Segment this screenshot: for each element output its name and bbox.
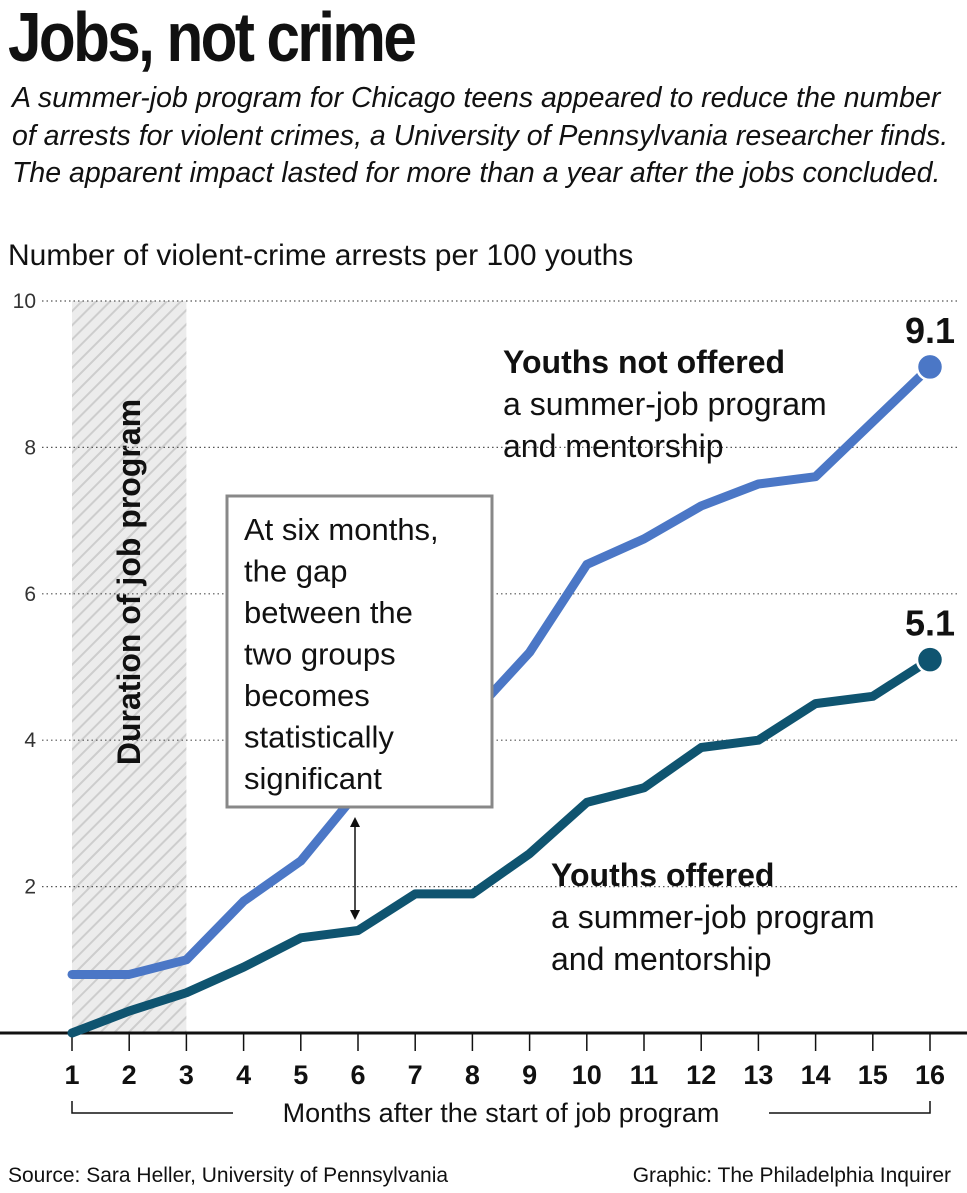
y-tick-label: 6 xyxy=(24,583,36,606)
x-tick-label: 13 xyxy=(743,1060,773,1090)
series-end-point xyxy=(915,645,945,674)
x-tick-label: 14 xyxy=(801,1060,831,1090)
series-label-bold: Youths offered xyxy=(551,857,774,893)
annotation-text-line: significant xyxy=(244,761,382,796)
series-end-label: 5.1 xyxy=(905,603,955,644)
series-label-line: and mentorship xyxy=(551,941,772,977)
chart-title: Jobs, not crime xyxy=(8,0,417,76)
series-end-point xyxy=(915,352,945,382)
x-tick-label: 9 xyxy=(522,1060,537,1090)
y-axis-label: Number of violent-crime arrests per 100 … xyxy=(8,239,634,272)
x-tick-label: 2 xyxy=(122,1060,137,1090)
annotation-text-line: the gap xyxy=(244,554,347,589)
x-tick-label: 6 xyxy=(350,1060,365,1090)
series-label-line: and mentorship xyxy=(503,428,724,464)
x-axis-bracket-left xyxy=(71,1101,233,1114)
x-tick-label: 4 xyxy=(236,1060,251,1090)
annotation-text-line: becomes xyxy=(244,678,370,713)
x-tick-label: 3 xyxy=(179,1060,194,1090)
y-tick-label: 10 xyxy=(13,290,36,313)
x-axis-label: Months after the start of job program xyxy=(283,1098,720,1128)
series-label-line: a summer-job program xyxy=(503,386,827,422)
graphic-credit: Graphic: The Philadelphia Inquirer xyxy=(632,1164,951,1187)
x-tick-label: 10 xyxy=(572,1060,602,1090)
x-tick-label: 15 xyxy=(858,1060,888,1090)
x-tick-label: 7 xyxy=(408,1060,423,1090)
annotation-text-line: between the xyxy=(244,595,413,630)
annotation-text-line: statistically xyxy=(244,720,394,755)
program-duration-band xyxy=(72,301,187,1033)
x-axis-bracket-right xyxy=(769,1101,931,1114)
source-note: Source: Sara Heller, University of Penns… xyxy=(8,1164,449,1187)
program-duration-label: Duration of job program xyxy=(111,399,147,765)
series-line-offered xyxy=(67,655,935,1038)
x-tick-label: 5 xyxy=(293,1060,308,1090)
series-label-line: a summer-job program xyxy=(551,899,875,935)
x-tick-label: 11 xyxy=(630,1060,659,1090)
chart-subtitle: A summer-job program for Chicago teens a… xyxy=(12,82,949,189)
series-label-bold: Youths not offered xyxy=(503,344,785,380)
x-tick-label: 1 xyxy=(64,1060,79,1090)
x-tick-label: 8 xyxy=(465,1060,480,1090)
annotation-box xyxy=(225,494,494,809)
series-end-label: 9.1 xyxy=(905,310,955,351)
y-tick-label: 8 xyxy=(24,436,36,459)
y-tick-label: 2 xyxy=(24,876,36,899)
y-tick-label: 4 xyxy=(24,729,36,752)
x-tick-label: 12 xyxy=(686,1060,716,1090)
annotation-text-line: two groups xyxy=(244,637,396,672)
series-line-not-offered xyxy=(67,362,935,979)
x-tick-label: 16 xyxy=(915,1060,945,1090)
annotation-text-line: At six months, xyxy=(244,512,439,547)
